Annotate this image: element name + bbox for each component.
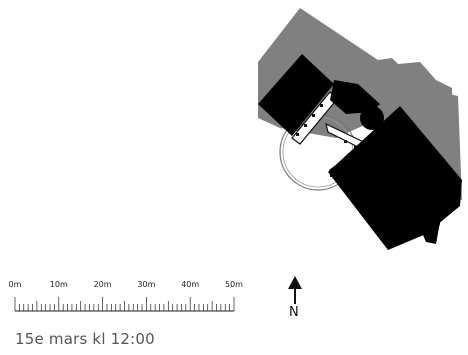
scale-label: 10m <box>50 280 68 289</box>
buildings <box>258 54 462 250</box>
scale-label: 20m <box>94 280 112 289</box>
north-arrow-head <box>288 276 302 289</box>
date-time-caption: 15e mars kl 12:00 <box>15 330 155 348</box>
building-southeast <box>328 106 462 250</box>
scale-label: 50m <box>225 280 243 289</box>
north-arrow <box>288 276 302 304</box>
north-label: N <box>289 305 299 320</box>
building-northwest <box>258 54 334 136</box>
scale-label: 40m <box>181 280 199 289</box>
scale-ticks <box>14 297 235 311</box>
annex-south <box>420 222 440 244</box>
scale-label: 30m <box>137 280 155 289</box>
tower-round <box>360 106 384 130</box>
scale-label: 0m <box>9 280 22 289</box>
building-north-middle <box>330 80 380 114</box>
scale-labels: 0m 10m 20m 30m 40m 50m <box>9 280 244 289</box>
scale-bar <box>14 297 235 312</box>
